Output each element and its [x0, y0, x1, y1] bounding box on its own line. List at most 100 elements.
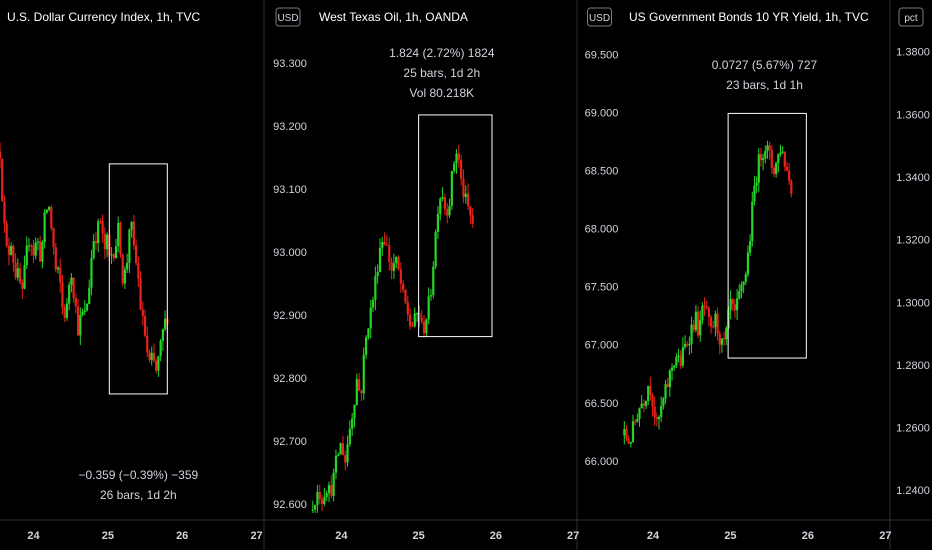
candle-up — [83, 300, 86, 316]
unit-badge[interactable] — [275, 7, 301, 27]
candle-up — [126, 253, 129, 274]
x-tick-label: 25 — [102, 530, 114, 542]
candle-down — [443, 193, 446, 216]
candle-down — [471, 208, 474, 228]
chart-panel-1: −0.359 (−0.39%) −359 26 bars, 1d 2h 93.300… — [0, 0, 312, 550]
candle-up — [327, 481, 331, 503]
candle-body — [392, 263, 395, 271]
measure-annotation-line: 25 bars, 1d 2h — [403, 66, 480, 80]
candle-down — [692, 319, 695, 333]
candle-up — [429, 289, 433, 301]
candle-up — [775, 161, 778, 178]
candle-up — [34, 237, 37, 260]
unit-badge[interactable] — [898, 7, 924, 27]
candle-up — [751, 191, 754, 247]
candle-body — [448, 205, 451, 216]
candle-body — [649, 386, 652, 396]
candle-body — [348, 428, 351, 445]
candle-up — [694, 305, 697, 333]
y-tick-label: 1.3400 — [896, 172, 930, 184]
measure-box[interactable] — [418, 114, 493, 338]
candle-body — [23, 265, 26, 289]
candle-down — [404, 289, 407, 305]
candle-body — [54, 246, 57, 270]
candle-body — [668, 370, 671, 387]
chart-title: U.S. Dollar Currency Index, 1h, TVC — [7, 10, 201, 24]
candle-down — [707, 305, 711, 327]
measure-annotation-line: Vol 80.218K — [409, 86, 474, 100]
candle-down — [360, 389, 363, 402]
candle-down — [466, 183, 470, 210]
candle-body — [686, 343, 689, 346]
candle-body — [385, 244, 389, 246]
candle-body — [311, 509, 314, 511]
candle-down — [783, 151, 786, 172]
x-tick-label: 27 — [879, 530, 891, 542]
y-tick-label: 1.2600 — [896, 423, 930, 435]
candle-body — [376, 271, 379, 277]
candle-up — [362, 347, 365, 400]
x-tick-label: 24 — [335, 530, 348, 542]
candle-up — [36, 238, 40, 251]
candle-body — [94, 241, 98, 244]
candle-down — [59, 258, 62, 293]
candle-body — [623, 428, 626, 436]
candle-down — [655, 412, 658, 427]
candle-body — [425, 319, 428, 334]
candle-body — [764, 150, 767, 159]
candle-body — [744, 274, 747, 282]
candle-down — [146, 326, 149, 358]
candle-down — [134, 239, 138, 266]
candle-body — [677, 355, 680, 357]
candle-body — [353, 404, 356, 419]
candle-body — [332, 472, 335, 496]
x-tick-label: 27 — [567, 530, 579, 542]
candle-up — [660, 396, 663, 423]
candle-up — [699, 310, 702, 342]
candle-up — [436, 206, 440, 239]
x-tick-label: 25 — [724, 530, 736, 542]
candle-up — [690, 316, 693, 354]
candle-up — [766, 140, 769, 159]
candle-body — [720, 338, 724, 345]
candle-body — [788, 170, 791, 182]
candle-down — [99, 217, 102, 225]
candle-up — [157, 355, 160, 377]
candle-down — [785, 162, 789, 172]
candle-up — [16, 258, 19, 281]
measure-box[interactable] — [108, 163, 168, 395]
chart-title: US Government Bonds 10 YR Yield, 1h, TVC — [629, 10, 869, 24]
candle-body — [634, 421, 637, 423]
candle-body — [422, 321, 426, 334]
measure-box[interactable] — [727, 112, 807, 359]
candle-body — [344, 455, 347, 463]
candle-body — [712, 326, 715, 328]
candle-body — [130, 221, 133, 230]
candle-up — [740, 281, 743, 299]
candle-body — [692, 324, 695, 330]
candle-up — [425, 318, 428, 337]
candle-body — [740, 284, 743, 292]
candle-body — [653, 406, 656, 418]
candle-body — [418, 313, 421, 318]
candle-body — [339, 443, 342, 455]
candle-up — [150, 346, 153, 366]
candle-body — [625, 428, 628, 439]
candle-down — [341, 435, 345, 456]
candle-down — [358, 373, 361, 391]
y-tick-label: 1.3000 — [896, 297, 930, 309]
candle-body — [673, 365, 676, 368]
unit-badge[interactable] — [587, 7, 612, 27]
candle-up — [631, 414, 635, 443]
candle-body — [99, 221, 102, 223]
x-tick-label: 24 — [27, 530, 40, 542]
candle-down — [148, 349, 151, 363]
candle-body — [32, 245, 35, 256]
candle-up — [70, 272, 73, 293]
candle-down — [103, 227, 106, 259]
candle-down — [318, 484, 321, 505]
candle-body — [694, 311, 697, 330]
candle-down — [402, 280, 405, 293]
candle-up — [640, 395, 643, 409]
y-tick-label: 1.3800 — [896, 47, 930, 59]
